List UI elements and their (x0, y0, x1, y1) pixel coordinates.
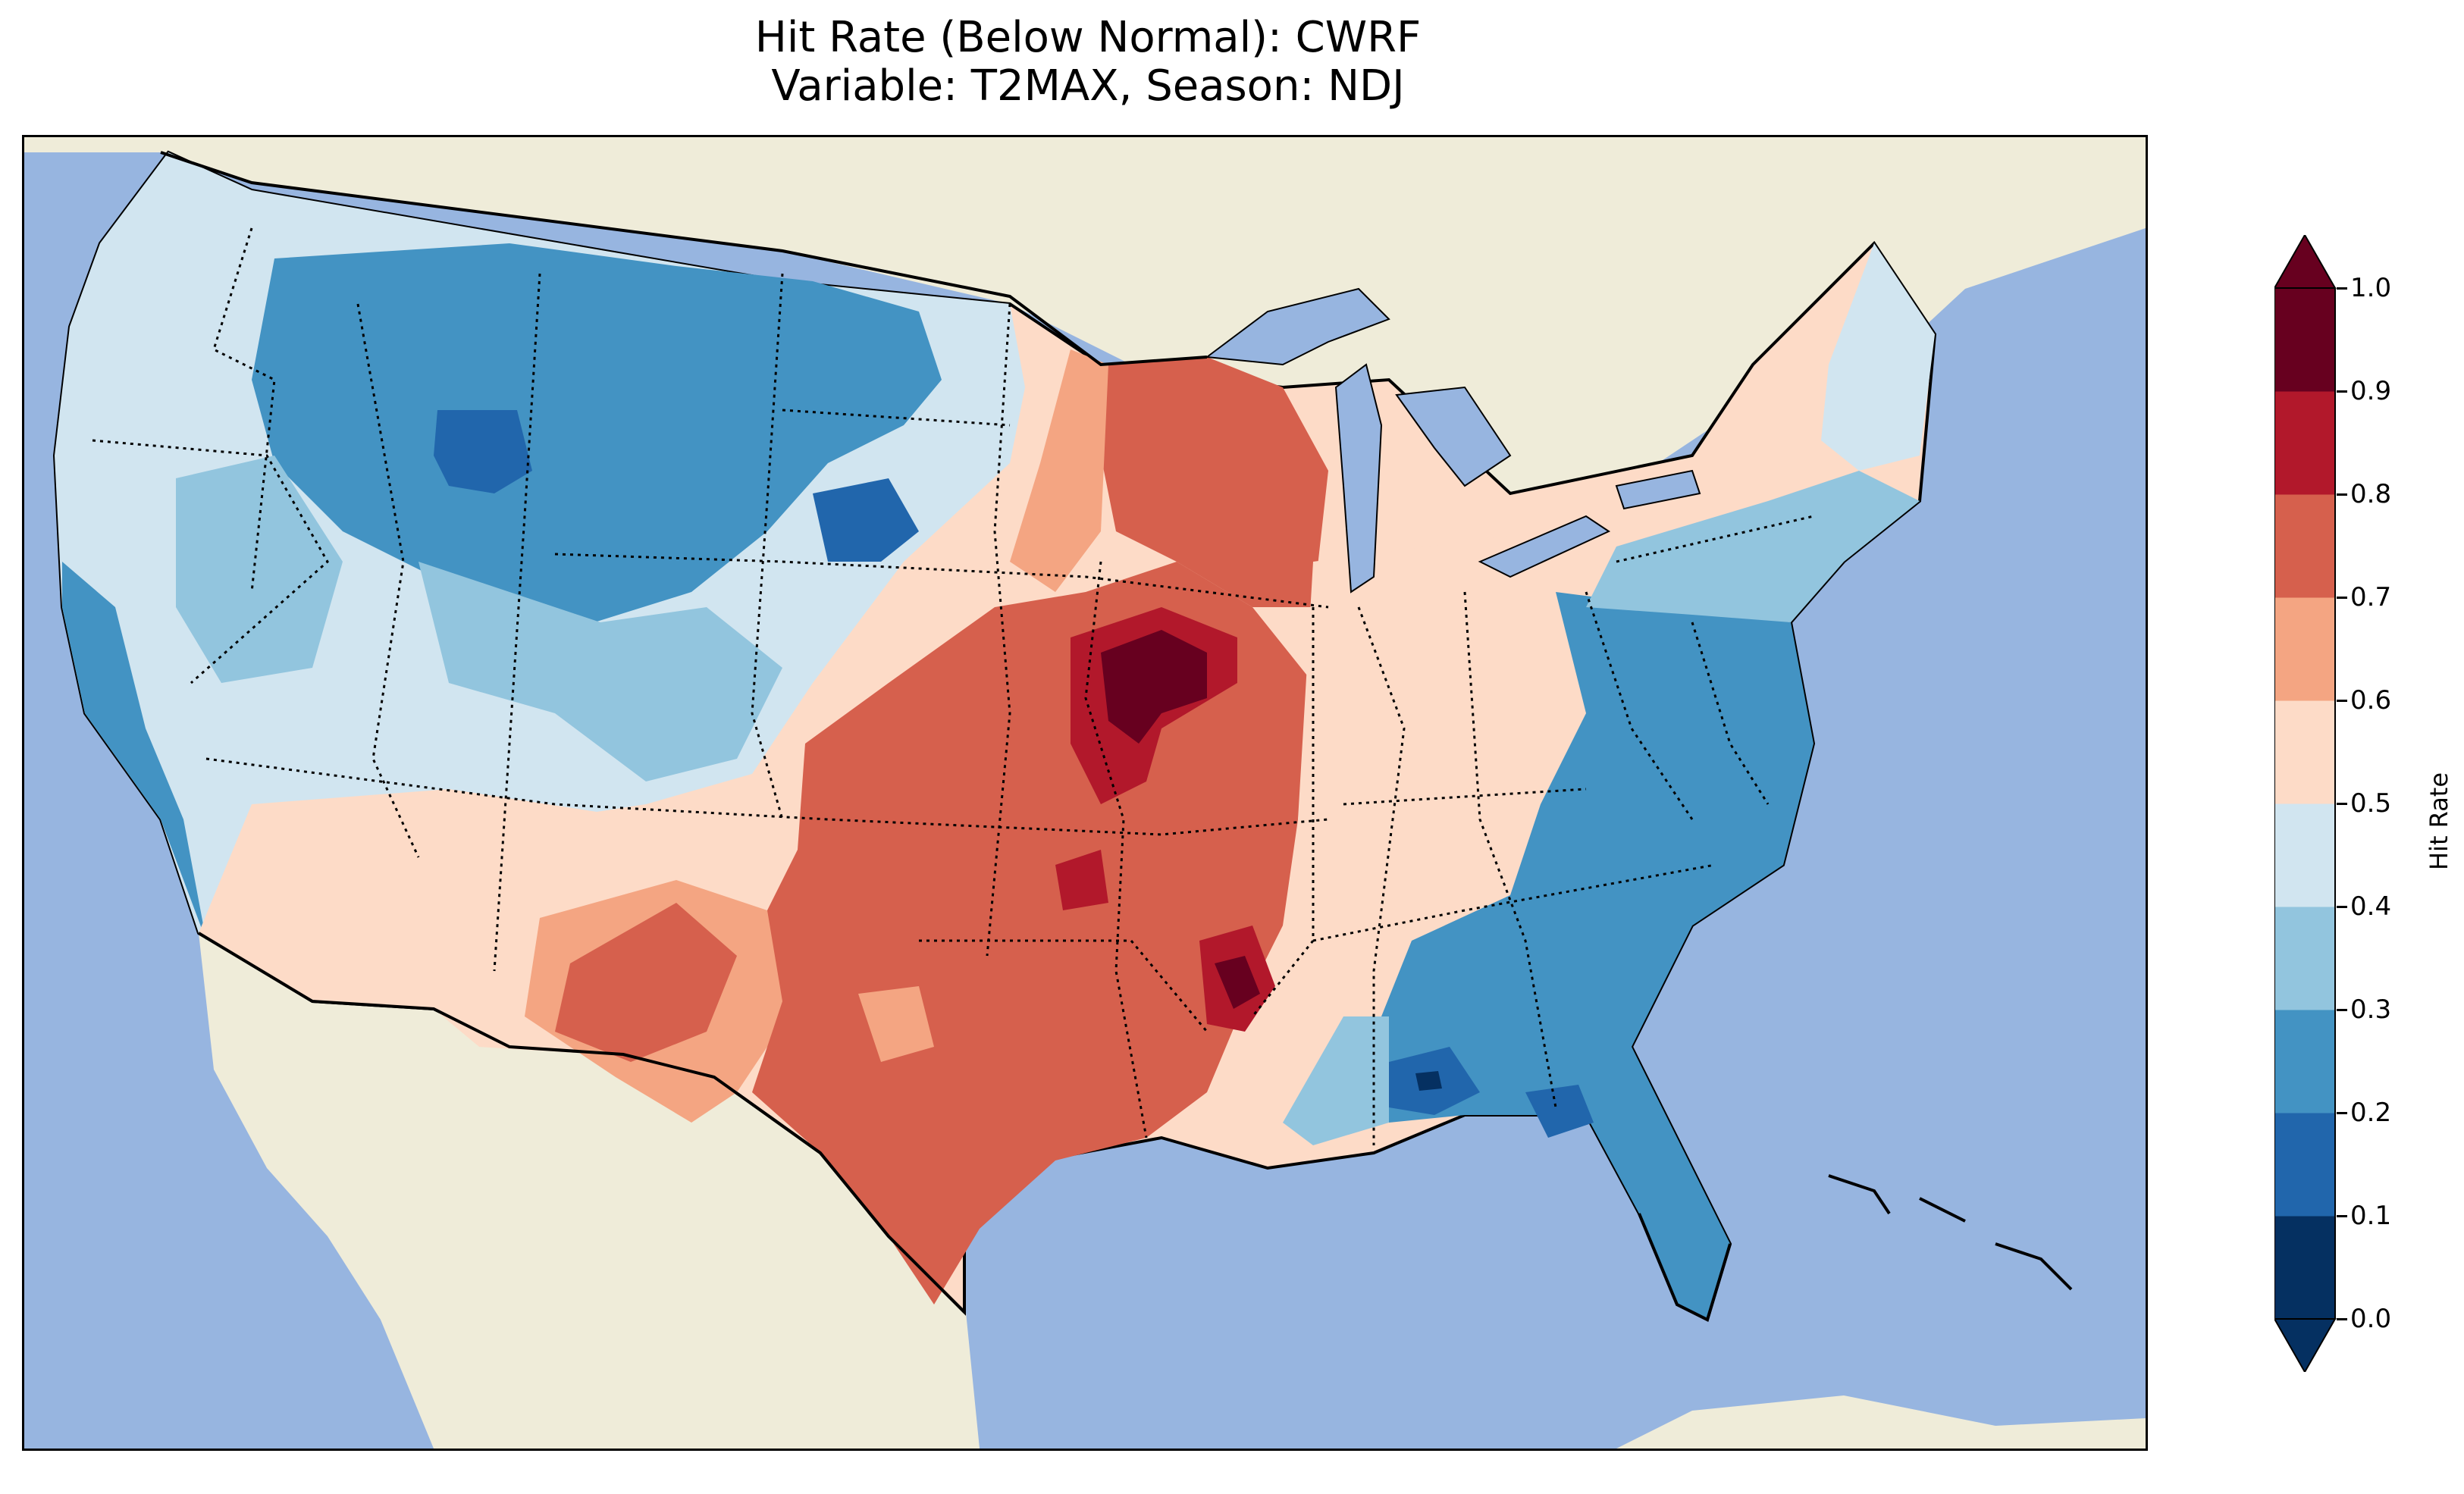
colorbar-tick-mark (2337, 1009, 2347, 1011)
title-line-1: Hit Rate (Below Normal): CWRF (754, 13, 1422, 62)
colorbar-tick-label: 0.4 (2350, 891, 2392, 922)
colorbar-segment (2274, 1216, 2335, 1320)
chart-title: Hit Rate (Below Normal): CWRF Variable: … (0, 14, 2176, 111)
colorbar-tick-mark (2337, 390, 2347, 393)
region-california-coast (62, 562, 206, 941)
lake-huron (1395, 386, 1512, 487)
colorbar-extend-bottom (2273, 1318, 2337, 1374)
region-kansas-spot (1055, 850, 1108, 910)
colorbar-tick-label: 0.6 (2350, 685, 2392, 716)
region-upper-midwest-edge (1010, 349, 1108, 592)
land-north (24, 137, 2146, 493)
colorbar-tick-label: 1.0 (2350, 273, 2392, 303)
land-south (199, 933, 980, 1449)
colorbar-segment (2274, 907, 2335, 1010)
region-southern-plains (752, 562, 1313, 1305)
region-gulf-dark-2 (1525, 1085, 1594, 1138)
colorbar-tick-mark (2337, 287, 2347, 290)
colorbar-tick-mark (2337, 906, 2347, 908)
colorbar-tick-mark (2337, 803, 2347, 805)
colorbar-tick-label: 0.7 (2350, 582, 2392, 612)
region-arkansas-core (1215, 956, 1260, 1009)
region-northern-rockies (252, 243, 942, 630)
region-southeast (1381, 592, 1814, 1320)
region-new-england (1821, 243, 1935, 471)
region-texas-spot (858, 986, 934, 1062)
colorbar-segment (2274, 803, 2335, 907)
region-south-dakota-dark (813, 478, 919, 562)
region-upper-midwest (1101, 357, 1328, 607)
colorbar-tick-mark (2337, 1112, 2347, 1114)
colorbar-extend-top (2273, 233, 2337, 289)
region-new-mexico-red (555, 903, 737, 1062)
colorbar: 0.0 0.1 0.2 0.3 0.4 0.5 0.6 0.7 0.8 0.9 1.0 (2273, 233, 2464, 1374)
region-ohio-valley (1298, 531, 1616, 926)
colorbar-tick-label: 0.8 (2350, 479, 2392, 509)
colorbar-tick-label: 0.9 (2350, 376, 2392, 406)
colorbar-segment (2274, 700, 2335, 804)
lake-erie (1478, 515, 1611, 578)
region-nevada-light (176, 456, 343, 683)
colorbar-tick-label: 0.0 (2350, 1304, 2392, 1334)
state-borders (92, 227, 1814, 1145)
colorbar-tick-mark (2337, 1215, 2347, 1217)
region-northeast (1586, 471, 1920, 622)
colorbar-segment (2274, 597, 2335, 701)
map-panel (22, 135, 2148, 1451)
colorbar-label: Hit Rate (2425, 772, 2453, 870)
lake-michigan (1334, 363, 1383, 594)
title-line-2: Variable: T2MAX, Season: NDJ (771, 61, 1405, 111)
lake-ontario (1615, 469, 1701, 510)
colorbar-segment (2274, 494, 2335, 598)
colorbar-segment (2274, 288, 2335, 392)
region-iowa-core (1101, 630, 1207, 744)
colorbar-tick-label: 0.3 (2350, 994, 2392, 1025)
colorbar-segment (2274, 1113, 2335, 1217)
coast-lines (160, 151, 2073, 1322)
colorbar-segment (2274, 1010, 2335, 1113)
colorbar-outline (2274, 287, 2336, 1320)
colorbar-tick-mark (2337, 700, 2347, 702)
region-gulf-core-1 (1415, 1071, 1442, 1091)
colorbar-tick-label: 0.2 (2350, 1098, 2392, 1128)
colorbar-tick-mark (2337, 1318, 2347, 1320)
region-southeast-edge (1283, 1016, 1389, 1145)
colorbar-svg (2273, 233, 2337, 1374)
land-caribbean (1616, 1395, 2146, 1449)
map-svg (24, 137, 2146, 1449)
region-idaho-dark (434, 410, 532, 493)
region-rockies-light (419, 562, 782, 781)
colorbar-tick-label: 0.5 (2350, 788, 2392, 819)
colorbar-tick-mark (2337, 597, 2347, 599)
colorbar-tick-mark (2337, 493, 2347, 496)
colorbar-tick-label: 0.1 (2350, 1201, 2392, 1231)
lake-superior (1205, 287, 1390, 366)
colorbar-segment (2274, 391, 2335, 495)
